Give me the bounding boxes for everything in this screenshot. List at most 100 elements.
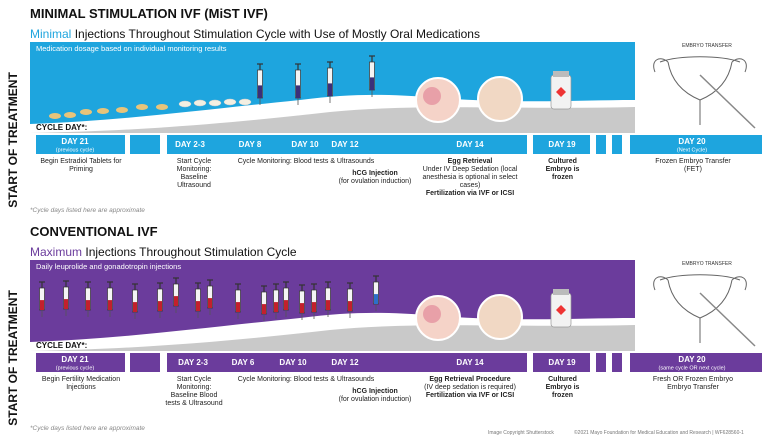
syringe-fluid	[274, 302, 278, 312]
day-note: (Next Cycle)	[677, 147, 707, 153]
description-text: Cycle Monitoring: Blood tests & Ultrasou…	[228, 158, 384, 166]
day-label: DAY 14	[456, 140, 484, 149]
subtitle: Minimal Injections Throughout Stimulatio…	[30, 27, 480, 41]
ovary	[478, 295, 522, 339]
section-title: CONVENTIONAL IVF	[30, 224, 158, 239]
subtitle-text: Injections Throughout Stimulation Cycle	[85, 245, 296, 259]
day-bar	[612, 135, 622, 154]
pill	[224, 99, 236, 105]
description-text: Start Cycle Monitoring: Baseline Blood t…	[165, 376, 223, 408]
subtitle-highlight: Maximum	[30, 245, 82, 259]
description-text: Start Cycle Monitoring: Baseline Ultraso…	[165, 158, 223, 190]
pill	[49, 113, 61, 119]
syringe-fluid	[370, 77, 374, 90]
syringe-fluid	[300, 303, 304, 313]
subtitle-highlight: Minimal	[30, 27, 71, 41]
description: Cycle Monitoring: Blood tests & Ultrasou…	[228, 376, 384, 384]
pill	[80, 109, 92, 115]
syringe-fluid	[208, 298, 212, 308]
pill	[97, 108, 109, 114]
description: Egg RetrievalUnder IV Deep Sedation (loc…	[418, 158, 522, 198]
day-label: DAY 19	[548, 140, 576, 149]
description-strong: Egg Retrieval Procedure	[418, 376, 522, 384]
day-label: DAY 8	[239, 140, 262, 149]
day-bar	[130, 135, 160, 154]
side-label: START OF TREATMENT	[6, 290, 20, 426]
day-label: DAY 2-3	[178, 358, 208, 367]
day-bar	[130, 353, 160, 372]
day-label: DAY 20	[678, 355, 706, 364]
footer-credit: Image Copyright Shutterstock	[488, 430, 554, 436]
pill	[194, 100, 206, 106]
syringe-fluid	[108, 300, 112, 310]
pill	[116, 107, 128, 113]
description-text: Fresh OR Frozen Embryo Embryo Transfer	[648, 376, 738, 392]
transfer-label: EMBRYO TRANSFER	[682, 261, 732, 267]
day-label: DAY 2-3	[175, 140, 205, 149]
description: Begin Fertility Medication Injections	[36, 376, 126, 392]
syringe-fluid	[158, 301, 162, 311]
syringe-fluid	[133, 302, 137, 312]
description: Fresh OR Frozen Embryo Embryo Transfer	[648, 376, 738, 392]
syringe-fluid	[374, 294, 378, 304]
description-strong: Egg Retrieval	[418, 158, 522, 166]
description-strong: hCG Injection	[335, 388, 415, 396]
day-label: DAY 19	[548, 358, 576, 367]
vial-cap	[553, 71, 569, 77]
syringe-fluid	[312, 302, 316, 312]
pill	[156, 104, 168, 110]
syringe-fluid	[326, 300, 330, 310]
pill	[64, 112, 76, 118]
syringe-fluid	[236, 302, 240, 312]
description-text: (IV deep sedation is required)	[418, 384, 522, 392]
description-strong: Fertilization via IVF or ICSI	[418, 392, 522, 400]
day-label: DAY 10	[279, 358, 307, 367]
transfer-label: EMBRYO TRANSFER	[682, 43, 732, 49]
description-text: Under IV Deep Sedation (local anesthesia…	[418, 166, 522, 190]
description: Frozen Embryo Transfer (FET)	[648, 158, 738, 174]
description: hCG Injection(for ovulation induction)	[335, 388, 415, 404]
ovary	[478, 77, 522, 121]
pill	[209, 100, 221, 106]
syringe-fluid	[348, 301, 352, 311]
syringe-fluid	[196, 301, 200, 311]
syringe-fluid	[258, 85, 262, 98]
cycle-label: CYCLE DAY*:	[36, 123, 87, 132]
syringe-fluid	[262, 304, 266, 314]
follicle	[423, 305, 441, 323]
description-strong: hCG Injection	[335, 170, 415, 178]
footnote: *Cycle days listed here are approximate	[30, 425, 145, 432]
description: Begin Estradiol Tablets for Priming	[36, 158, 126, 174]
subtitle-text: Injections Throughout Stimulation Cycle …	[75, 27, 480, 41]
day-bar	[596, 353, 606, 372]
day-note: (previous cycle)	[56, 365, 95, 371]
day-label: DAY 12	[331, 358, 359, 367]
description: Cultured Embryo is frozen	[535, 158, 590, 182]
cycle-label: CYCLE DAY*:	[36, 341, 87, 350]
day-label: DAY 6	[232, 358, 255, 367]
day-label: DAY 12	[331, 140, 359, 149]
syringe-fluid	[86, 300, 90, 310]
description-text: (for ovulation induction)	[335, 396, 415, 404]
description: hCG Injection(for ovulation induction)	[335, 170, 415, 186]
section-title: MINIMAL STIMULATION IVF (MiST IVF)	[30, 6, 268, 21]
syringe-fluid	[296, 85, 300, 98]
syringe-fluid	[284, 300, 288, 310]
pill	[239, 99, 251, 105]
subtitle: Maximum Injections Throughout Stimulatio…	[30, 245, 297, 259]
day-bar	[596, 135, 606, 154]
syringe-fluid	[174, 296, 178, 306]
day-label: DAY 21	[61, 355, 89, 364]
footer-copyright: ©2021 Mayo Foundation for Medical Educat…	[574, 430, 744, 436]
description-text: (for ovulation induction)	[335, 178, 415, 186]
transfer-panel	[635, 40, 762, 135]
description-text: Begin Fertility Medication Injections	[36, 376, 126, 392]
day-label: DAY 21	[61, 137, 89, 146]
day-note: (same cycle OR next cycle)	[659, 365, 726, 371]
day-bar	[612, 353, 622, 372]
transfer-panel	[635, 258, 762, 353]
description-text: Begin Estradiol Tablets for Priming	[36, 158, 126, 174]
description-strong: Fertilization via IVF or ICSI	[418, 190, 522, 198]
description: Cycle Monitoring: Blood tests & Ultrasou…	[228, 158, 384, 166]
description: Start Cycle Monitoring: Baseline Blood t…	[165, 376, 223, 408]
